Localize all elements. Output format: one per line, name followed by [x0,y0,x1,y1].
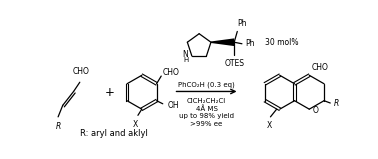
Text: Ph: Ph [245,39,254,48]
Text: H: H [183,57,189,63]
Text: Ph: Ph [237,19,247,28]
Text: CHO: CHO [73,67,90,76]
Text: 4Å MS: 4Å MS [195,105,217,112]
Text: up to 98% yield: up to 98% yield [179,113,234,119]
Text: PhCO₂H (0.3 eq): PhCO₂H (0.3 eq) [178,81,235,88]
Text: OH: OH [167,101,179,110]
Text: N: N [182,50,188,59]
Text: >99% ee: >99% ee [191,121,223,127]
Text: R: R [333,99,339,108]
Text: 30 mol%: 30 mol% [265,38,299,47]
Text: OTES: OTES [224,59,244,68]
Text: ClCH₂CH₂Cl: ClCH₂CH₂Cl [187,98,226,104]
Text: R: aryl and aklyl: R: aryl and aklyl [80,128,148,138]
Polygon shape [211,38,234,46]
Text: O: O [312,106,318,115]
Text: R: R [56,122,61,131]
Text: CHO: CHO [311,63,328,72]
Text: +: + [104,86,114,99]
Text: X: X [266,121,271,131]
Text: X: X [133,120,138,129]
Text: CHO: CHO [163,69,180,77]
